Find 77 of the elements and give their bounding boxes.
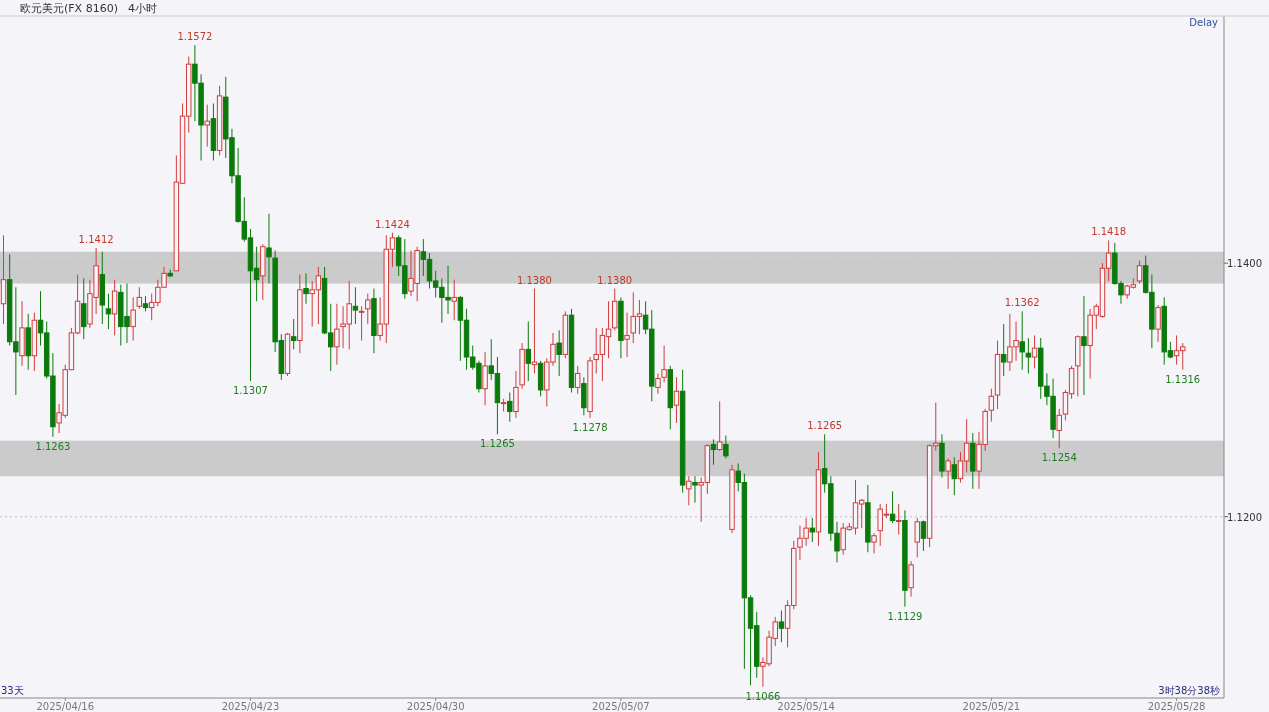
- candlestick: [988, 388, 995, 423]
- candlestick: [531, 288, 538, 374]
- candlestick: [358, 305, 365, 342]
- candlestick: [914, 517, 920, 558]
- annotation: 1.1307: [232, 385, 268, 397]
- annotation: 1.1316: [1165, 373, 1201, 385]
- candlestick: [365, 293, 371, 325]
- x-tick-label: 2025/05/28: [1147, 701, 1206, 712]
- candlestick: [723, 435, 729, 459]
- candlestick: [451, 279, 457, 321]
- annotation: 1.1265: [479, 438, 515, 450]
- annotation: 1.1362: [1004, 297, 1040, 309]
- annotation: 1.1254: [1041, 452, 1077, 464]
- annotation: 1.1418: [1091, 226, 1127, 238]
- candlestick: [1019, 310, 1025, 371]
- candlestick: [1025, 337, 1032, 374]
- candlestick: [661, 345, 667, 383]
- candlestick: [945, 457, 951, 490]
- candlestick: [809, 517, 816, 543]
- candlestick: [334, 303, 340, 366]
- candlestick: [556, 329, 562, 377]
- candlestick: [1155, 304, 1161, 343]
- candlestick: [1056, 408, 1062, 449]
- annotation: 1.1129: [887, 610, 923, 622]
- candlestick: [673, 376, 680, 424]
- candlestick: [574, 365, 581, 395]
- candlestick: [889, 490, 896, 524]
- candlestick: [624, 312, 630, 358]
- candlestick: [951, 456, 958, 496]
- annotation: 1.1263: [35, 440, 71, 452]
- candlestick: [1136, 260, 1143, 284]
- candlestick: [507, 391, 513, 423]
- annotation: 1.1572: [177, 31, 213, 43]
- candlestick: [111, 279, 118, 336]
- annotation: 3时38分38秒: [1158, 685, 1220, 696]
- annotation: 1.1380: [516, 274, 552, 286]
- candlestick: [1031, 334, 1038, 369]
- candlestick: [482, 351, 488, 406]
- annotation: 1.1412: [78, 233, 114, 245]
- candlestick: [525, 321, 532, 382]
- chart-subtitle: 4小时: [127, 2, 157, 15]
- y-tick-label: 1.1200: [1227, 511, 1262, 523]
- candlestick: [303, 272, 309, 305]
- candlestick: [130, 296, 136, 342]
- candlestick: [692, 475, 698, 504]
- annotation: 1.1278: [572, 421, 608, 433]
- annotation: 1.1380: [597, 274, 633, 286]
- candlestick: [908, 560, 914, 598]
- candlestick: [290, 318, 297, 350]
- candlestick: [716, 400, 723, 452]
- candlestick: [352, 286, 359, 325]
- candlestick: [1081, 295, 1087, 396]
- candlestick: [920, 520, 927, 552]
- annotation: 1.1066: [745, 690, 781, 702]
- chart-title: 欧元美元(FX 8160): [20, 2, 118, 15]
- x-tick-label: 2025/04/30: [406, 701, 465, 712]
- candlestick: [871, 532, 877, 554]
- x-tick-label: 2025/05/21: [962, 701, 1021, 712]
- candlestick: [136, 286, 143, 310]
- candlestick: [204, 104, 210, 148]
- candlestick: [686, 475, 692, 506]
- candlestick: [81, 277, 87, 340]
- candlestick: [778, 610, 785, 643]
- x-tick-label: 2025/05/07: [592, 701, 650, 712]
- x-tick-label: 2025/04/16: [36, 701, 95, 712]
- candlestick: [896, 503, 902, 535]
- text: Delay: [1189, 17, 1219, 28]
- annotation: 1.1265: [807, 420, 843, 432]
- candlestick: [1000, 323, 1007, 377]
- candlestick: [105, 293, 112, 330]
- y-tick-label: 1.1400: [1227, 258, 1262, 270]
- annotation: 1.1424: [374, 218, 410, 230]
- x-tick-label: 2025/04/23: [221, 701, 280, 712]
- annotation: 33天: [1, 685, 24, 696]
- x-tick-label: 2025/05/14: [777, 701, 835, 712]
- candlestick: [655, 372, 661, 395]
- candlestick: [710, 438, 717, 466]
